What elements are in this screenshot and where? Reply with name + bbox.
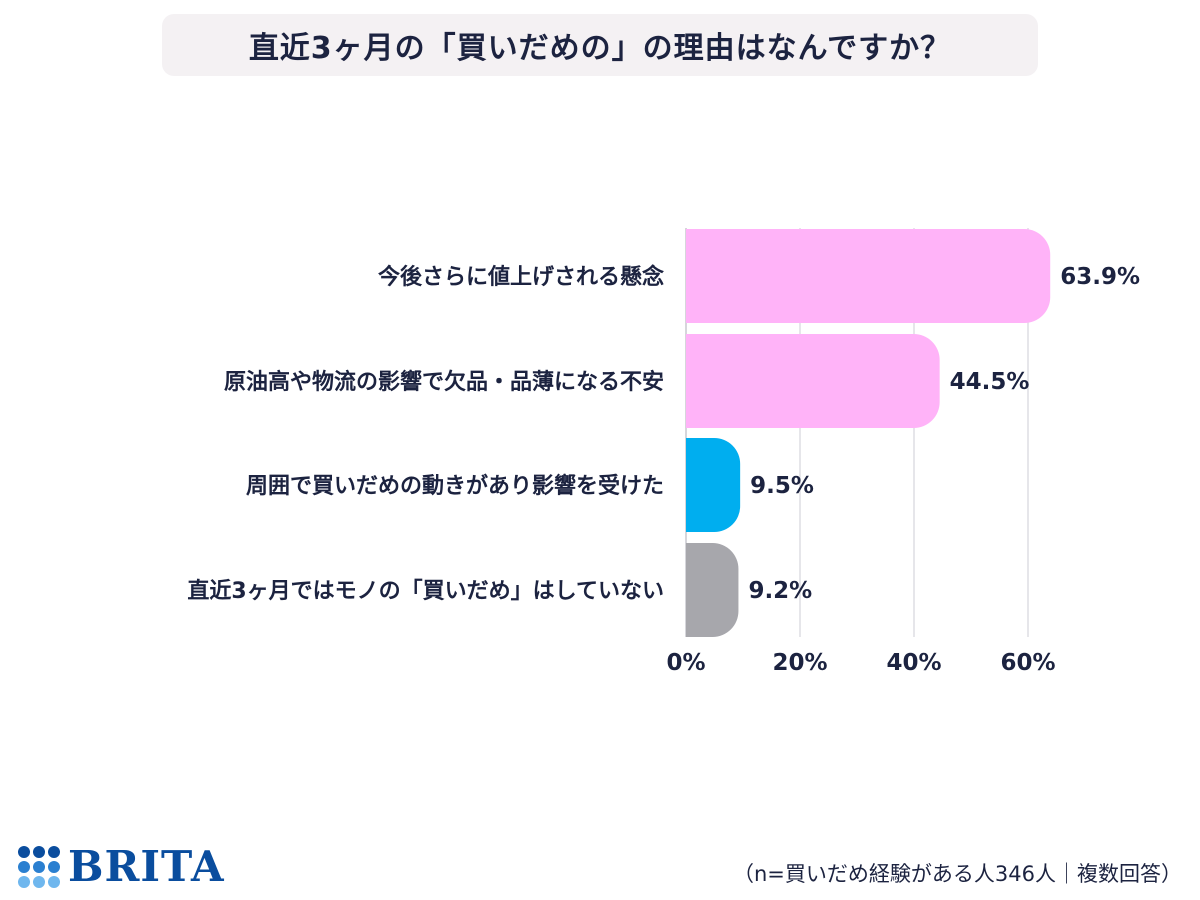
category-label: 原油高や物流の影響で欠品・品薄になる不安 [224,369,664,395]
title-box: 直近3ヶ月の「買いだめの」の理由はなんですか？ [162,14,1038,76]
value-label: 44.5% [950,369,1030,395]
x-tick-label: 60% [1000,650,1055,676]
brita-logo-text: BRITA [68,842,225,891]
value-label: 9.2% [748,578,812,604]
category-label: 周囲で買いだめの動きがあり影響を受けた [246,473,664,499]
brita-dots-icon [18,846,60,888]
x-tick-label: 0% [666,650,705,676]
bar [686,438,741,532]
bars [686,229,1051,637]
x-tick-label: 20% [772,650,827,676]
labels: 0% 20% 40% 60% 今後さらに値上げされる懸念 63.9% 原油高や物流の影響で欠… [187,264,1140,676]
category-label: 今後さらに値上げされる懸念 [378,264,664,290]
bar [686,229,1051,323]
x-tick-label: 40% [886,650,941,676]
chart-title: 直近3ヶ月の「買いだめの」の理由はなんですか？ [248,31,952,66]
value-label: 9.5% [750,473,814,499]
bar [686,334,940,428]
category-label: 直近3ヶ月ではモノの「買いだめ」はしていない [187,578,664,604]
bar [686,543,739,637]
value-label: 63.9% [1060,264,1140,290]
footnote: （n=買いだめ経験がある人346人｜複数回答） [733,862,1182,886]
brita-logo: BRITA [18,842,225,892]
